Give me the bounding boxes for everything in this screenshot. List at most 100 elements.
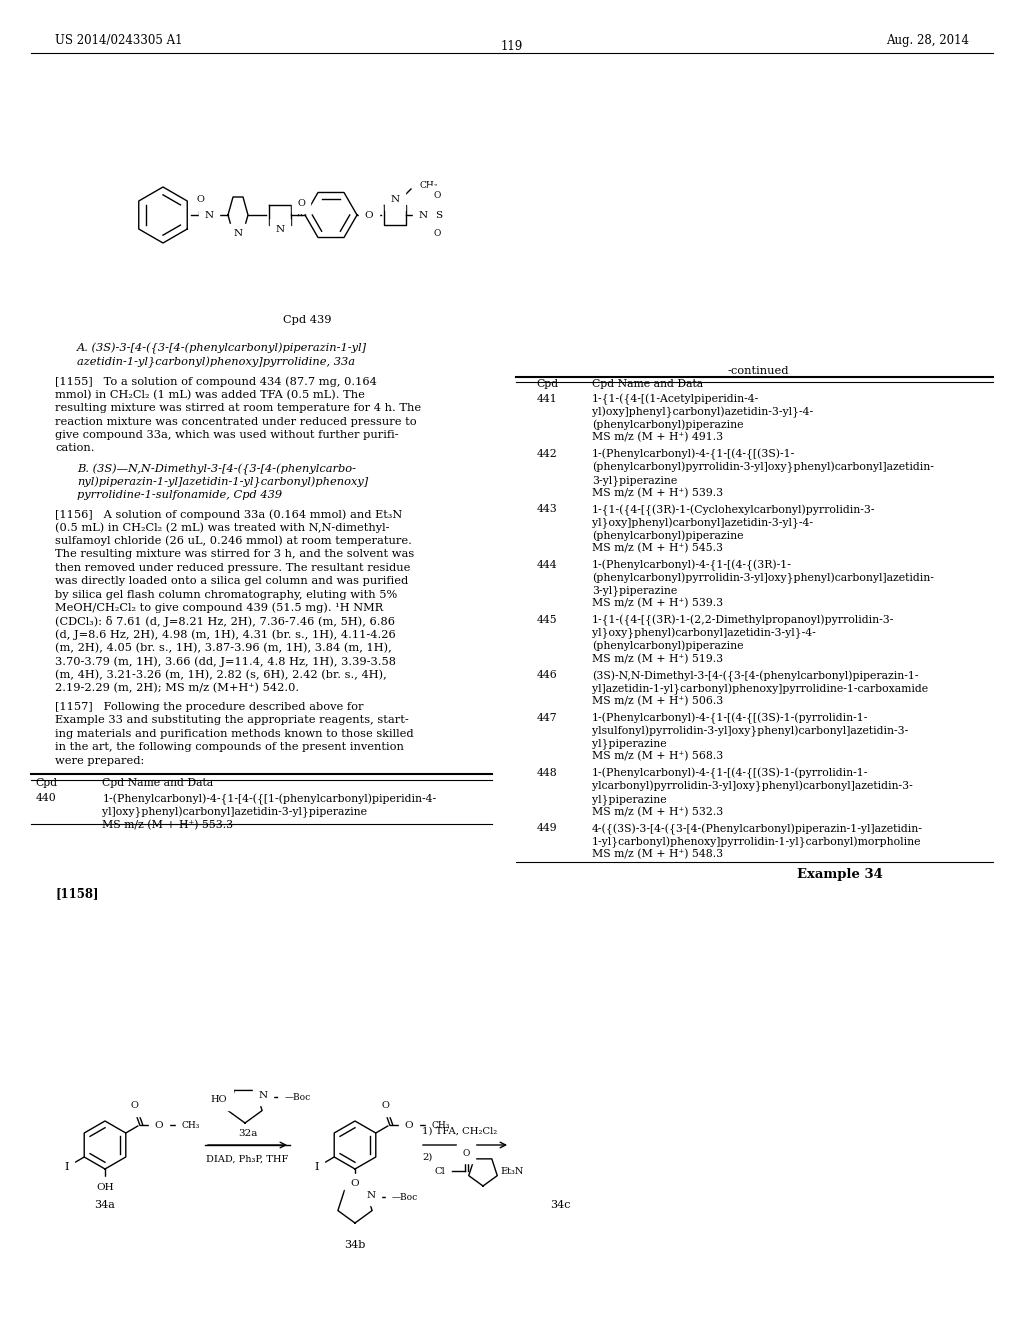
Text: yl}oxy}phenyl)carbonyl]azetidin-3-yl}-4-: yl}oxy}phenyl)carbonyl]azetidin-3-yl}-4-: [592, 628, 816, 639]
Text: 441: 441: [537, 393, 557, 404]
Text: Example 33 and substituting the appropriate reagents, start-: Example 33 and substituting the appropri…: [55, 715, 409, 726]
Text: O: O: [131, 1101, 138, 1110]
Text: 1-{1-({4-[{(3R)-1-(Cyclohexylcarbonyl)pyrrolidin-3-: 1-{1-({4-[{(3R)-1-(Cyclohexylcarbonyl)py…: [592, 504, 876, 516]
Text: azetidin-1-yl}carbonyl)phenoxy]pyrrolidine, 33a: azetidin-1-yl}carbonyl)phenoxy]pyrrolidi…: [77, 356, 354, 368]
Text: 1-{1-({4-[{(3R)-1-(2,2-Dimethylpropanoyl)pyrrolidin-3-: 1-{1-({4-[{(3R)-1-(2,2-Dimethylpropanoyl…: [592, 615, 894, 626]
Text: Cpd Name and Data: Cpd Name and Data: [592, 379, 703, 389]
Text: O: O: [155, 1121, 163, 1130]
Text: mmol) in CH₂Cl₂ (1 mL) was added TFA (0.5 mL). The: mmol) in CH₂Cl₂ (1 mL) was added TFA (0.…: [55, 389, 366, 400]
Text: (CDCl₃): δ 7.61 (d, J=8.21 Hz, 2H), 7.36-7.46 (m, 5H), 6.86: (CDCl₃): δ 7.61 (d, J=8.21 Hz, 2H), 7.36…: [55, 616, 395, 627]
Text: sulfamoyl chloride (26 uL, 0.246 mmol) at room temperature.: sulfamoyl chloride (26 uL, 0.246 mmol) a…: [55, 536, 413, 546]
Text: HO: HO: [211, 1096, 227, 1105]
Text: 3.70-3.79 (m, 1H), 3.66 (dd, J=11.4, 4.8 Hz, 1H), 3.39-3.58: 3.70-3.79 (m, 1H), 3.66 (dd, J=11.4, 4.8…: [55, 656, 396, 667]
Text: Cpd Name and Data: Cpd Name and Data: [102, 779, 214, 788]
Text: yl]azetidin-1-yl}carbonyl)phenoxy]pyrrolidine-1-carboxamide: yl]azetidin-1-yl}carbonyl)phenoxy]pyrrol…: [592, 684, 928, 694]
Text: O: O: [404, 1121, 413, 1130]
Text: N: N: [367, 1191, 376, 1200]
Text: CH₃: CH₃: [182, 1121, 200, 1130]
Text: by silica gel flash column chromatography, eluting with 5%: by silica gel flash column chromatograph…: [55, 590, 397, 599]
Text: Aug. 28, 2014: Aug. 28, 2014: [886, 34, 969, 48]
Text: DIAD, Ph₃P, THF: DIAD, Ph₃P, THF: [206, 1155, 289, 1163]
Text: then removed under reduced pressure. The resultant residue: then removed under reduced pressure. The…: [55, 562, 411, 573]
Text: MS m/z (M + H⁺) 545.3: MS m/z (M + H⁺) 545.3: [592, 543, 723, 553]
Text: 3-yl}piperazine: 3-yl}piperazine: [592, 475, 677, 486]
Text: (phenylcarbonyl)piperazine: (phenylcarbonyl)piperazine: [592, 640, 743, 651]
Text: (phenylcarbonyl)pyrrolidin-3-yl]oxy}phenyl)carbonyl]azetidin-: (phenylcarbonyl)pyrrolidin-3-yl]oxy}phen…: [592, 462, 934, 474]
Text: 442: 442: [537, 449, 557, 459]
Text: —Boc: —Boc: [392, 1192, 418, 1201]
Text: CH₃: CH₃: [419, 181, 437, 190]
Text: yl}oxy]phenyl)carbonyl]azetidin-3-yl}-4-: yl}oxy]phenyl)carbonyl]azetidin-3-yl}-4-: [592, 517, 813, 528]
Text: resulting mixture was stirred at room temperature for 4 h. The: resulting mixture was stirred at room te…: [55, 404, 422, 413]
Text: (phenylcarbonyl)piperazine: (phenylcarbonyl)piperazine: [592, 531, 743, 541]
Text: N: N: [390, 195, 399, 205]
Text: Example 34: Example 34: [797, 869, 883, 882]
Text: OH: OH: [96, 1183, 114, 1192]
Text: give compound 33a, which was used without further purifi-: give compound 33a, which was used withou…: [55, 430, 399, 440]
Text: N: N: [205, 210, 214, 219]
Text: 2.19-2.29 (m, 2H); MS m/z (M+H⁺) 542.0.: 2.19-2.29 (m, 2H); MS m/z (M+H⁺) 542.0.: [55, 684, 299, 693]
Text: 3-yl}piperazine: 3-yl}piperazine: [592, 585, 677, 597]
Text: ylsulfonyl)pyrrolidin-3-yl]oxy}phenyl)carbonyl]azetidin-3-: ylsulfonyl)pyrrolidin-3-yl]oxy}phenyl)ca…: [592, 726, 908, 737]
Text: yl}piperazine: yl}piperazine: [592, 738, 667, 750]
Text: 2): 2): [422, 1152, 432, 1162]
Text: in the art, the following compounds of the present invention: in the art, the following compounds of t…: [55, 742, 404, 752]
Text: 4-({(3S)-3-[4-({3-[4-(Phenylcarbonyl)piperazin-1-yl]azetidin-: 4-({(3S)-3-[4-({3-[4-(Phenylcarbonyl)pip…: [592, 824, 923, 834]
Text: were prepared:: were prepared:: [55, 755, 144, 766]
Text: [1157]   Following the procedure described above for: [1157] Following the procedure described…: [55, 702, 364, 711]
Text: 445: 445: [537, 615, 557, 624]
Text: 1-yl}carbonyl)phenoxy]pyrrolidin-1-yl}carbonyl)morpholine: 1-yl}carbonyl)phenoxy]pyrrolidin-1-yl}ca…: [592, 837, 922, 847]
Text: 1-(Phenylcarbonyl)-4-{1-[4-({[1-(phenylcarbonyl)piperidin-4-: 1-(Phenylcarbonyl)-4-{1-[4-({[1-(phenylc…: [102, 793, 436, 804]
Text: 1-(Phenylcarbonyl)-4-{1-[(4-{[(3S)-1-(pyrrolidin-1-: 1-(Phenylcarbonyl)-4-{1-[(4-{[(3S)-1-(py…: [592, 713, 868, 725]
Text: (phenylcarbonyl)piperazine: (phenylcarbonyl)piperazine: [592, 420, 743, 430]
Text: 1) TFA, CH₂Cl₂: 1) TFA, CH₂Cl₂: [422, 1126, 498, 1135]
Text: 34b: 34b: [344, 1239, 366, 1250]
Text: O: O: [433, 191, 440, 201]
Text: MS m/z (M + H⁺) 519.3: MS m/z (M + H⁺) 519.3: [592, 653, 723, 664]
Text: O: O: [462, 1148, 470, 1158]
Text: 444: 444: [537, 560, 557, 570]
Text: 446: 446: [537, 671, 557, 680]
Text: Cpd: Cpd: [537, 379, 559, 389]
Text: —Boc: —Boc: [285, 1093, 311, 1101]
Text: I: I: [63, 1162, 69, 1172]
Text: -continued: -continued: [727, 367, 788, 376]
Text: O: O: [382, 1101, 390, 1110]
Text: [1156]   A solution of compound 33a (0.164 mmol) and Et₃N: [1156] A solution of compound 33a (0.164…: [55, 510, 402, 520]
Text: pyrrolidine-1-sulfonamide, Cpd 439: pyrrolidine-1-sulfonamide, Cpd 439: [77, 490, 282, 500]
Text: 1-(Phenylcarbonyl)-4-{1-[(4-{[(3S)-1-(pyrrolidin-1-: 1-(Phenylcarbonyl)-4-{1-[(4-{[(3S)-1-(py…: [592, 768, 868, 779]
Text: yl)oxy]phenyl}carbonyl)azetidin-3-yl}-4-: yl)oxy]phenyl}carbonyl)azetidin-3-yl}-4-: [592, 407, 813, 418]
Text: O: O: [350, 1180, 359, 1188]
Text: N: N: [275, 224, 285, 234]
Text: (d, J=8.6 Hz, 2H), 4.98 (m, 1H), 4.31 (br. s., 1H), 4.11-4.26: (d, J=8.6 Hz, 2H), 4.98 (m, 1H), 4.31 (b…: [55, 630, 396, 640]
Text: CH₃: CH₃: [432, 1121, 451, 1130]
Text: Cl: Cl: [434, 1167, 445, 1176]
Text: 440: 440: [36, 793, 56, 803]
Text: [1155]   To a solution of compound 434 (87.7 mg, 0.164: [1155] To a solution of compound 434 (87…: [55, 376, 377, 387]
Text: 1-{1-({4-[(1-Acetylpiperidin-4-: 1-{1-({4-[(1-Acetylpiperidin-4-: [592, 393, 759, 405]
Text: MS m/z (M + H⁺) 506.3: MS m/z (M + H⁺) 506.3: [592, 696, 723, 706]
Text: O: O: [433, 230, 440, 239]
Text: O: O: [365, 210, 374, 219]
Text: 32a: 32a: [238, 1129, 257, 1138]
Text: A. (3S)-3-[4-({3-[4-(phenylcarbonyl)piperazin-1-yl]: A. (3S)-3-[4-({3-[4-(phenylcarbonyl)pipe…: [77, 343, 367, 354]
Text: MS m/z (M + H⁺) 491.3: MS m/z (M + H⁺) 491.3: [592, 433, 723, 442]
Text: Cpd: Cpd: [36, 779, 58, 788]
Text: ylcarbonyl)pyrrolidin-3-yl]oxy}phenyl)carbonyl]azetidin-3-: ylcarbonyl)pyrrolidin-3-yl]oxy}phenyl)ca…: [592, 781, 912, 792]
Text: (m, 4H), 3.21-3.26 (m, 1H), 2.82 (s, 6H), 2.42 (br. s., 4H),: (m, 4H), 3.21-3.26 (m, 1H), 2.82 (s, 6H)…: [55, 671, 387, 680]
Text: (phenylcarbonyl)pyrrolidin-3-yl]oxy}phenyl)carbonyl]azetidin-: (phenylcarbonyl)pyrrolidin-3-yl]oxy}phen…: [592, 573, 934, 583]
Text: 449: 449: [537, 824, 557, 833]
Text: 1-(Phenylcarbonyl)-4-{1-[(4-{(3R)-1-: 1-(Phenylcarbonyl)-4-{1-[(4-{(3R)-1-: [592, 560, 792, 572]
Text: yl}piperazine: yl}piperazine: [592, 793, 667, 805]
Text: MS m/z (M + H⁺) 532.3: MS m/z (M + H⁺) 532.3: [592, 807, 723, 817]
Text: N: N: [258, 1090, 267, 1100]
Text: nyl)piperazin-1-yl]azetidin-1-yl}carbonyl)phenoxy]: nyl)piperazin-1-yl]azetidin-1-yl}carbony…: [77, 477, 368, 488]
Text: MS m/z (M + H⁺) 553.3: MS m/z (M + H⁺) 553.3: [102, 820, 233, 830]
Text: cation.: cation.: [55, 444, 95, 454]
Text: 34a: 34a: [94, 1200, 116, 1210]
Text: was directly loaded onto a silica gel column and was purified: was directly loaded onto a silica gel co…: [55, 576, 409, 586]
Text: MS m/z (M + H⁺) 539.3: MS m/z (M + H⁺) 539.3: [592, 487, 723, 498]
Text: B. (3S)—N,N-Dimethyl-3-[4-({3-[4-(phenylcarbo-: B. (3S)—N,N-Dimethyl-3-[4-({3-[4-(phenyl…: [77, 463, 355, 475]
Text: Cpd 439: Cpd 439: [283, 315, 332, 325]
Text: N: N: [419, 210, 428, 219]
